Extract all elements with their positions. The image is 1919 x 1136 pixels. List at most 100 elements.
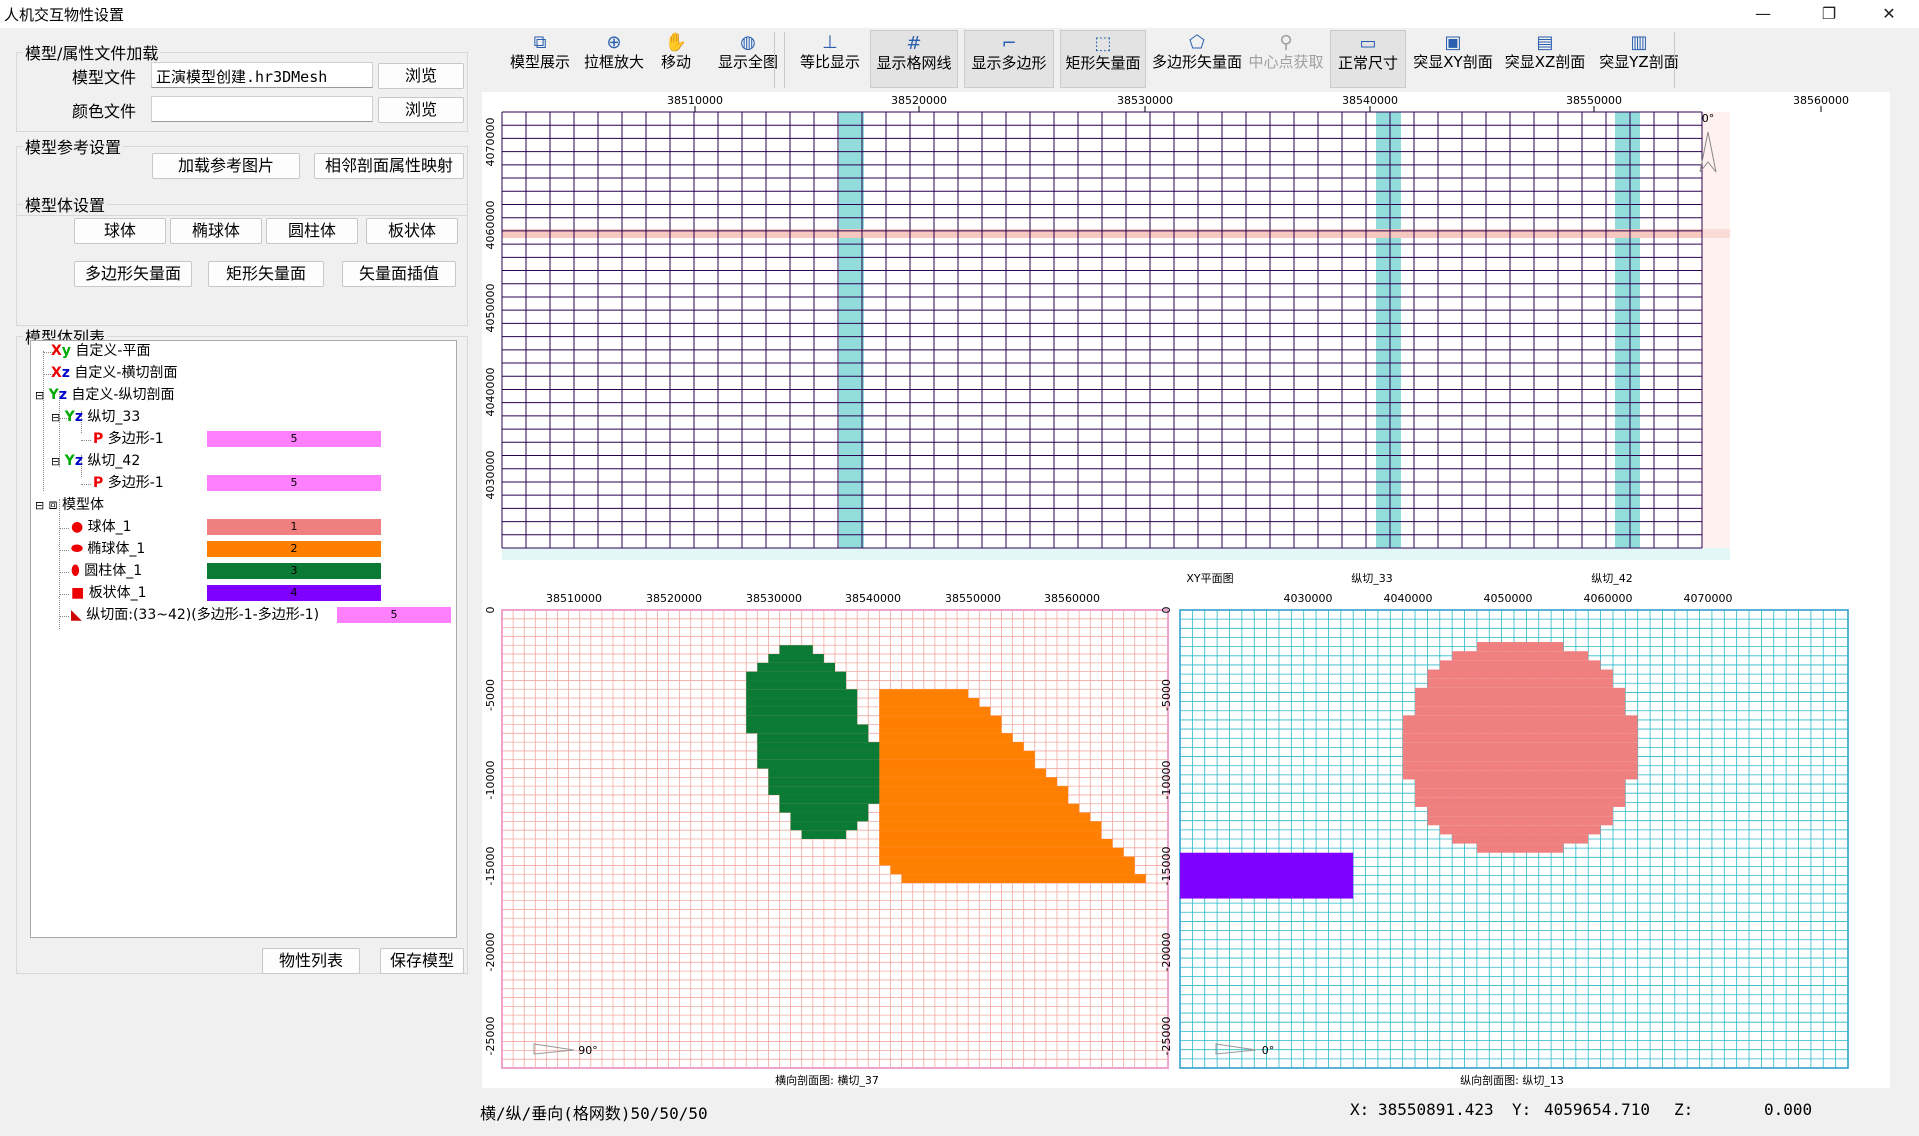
tree-label: 纵切_42 [87,453,141,469]
cylinder-button[interactable]: 圆柱体 [266,218,358,244]
cylinder-section [779,803,869,813]
xy-y-tick: 4070000 [484,118,497,167]
load-reference-image-button[interactable]: 加载参考图片 [152,153,300,179]
sphere-section [1415,788,1626,798]
cylinder-section [757,733,869,743]
sphere-section [1402,742,1638,752]
tree-item-yz33-polygon[interactable]: P 多边形-1 [93,429,164,449]
value-bar-cylinder[interactable]: 3 [207,563,381,579]
save-model-button[interactable]: 保存模型 [380,948,464,974]
tool-polygon-button[interactable]: ⌐ 显示多边形 [964,30,1054,88]
collapse-icon[interactable]: ⊟ [35,499,45,512]
collapse-icon[interactable]: ⊟ [51,455,61,468]
sphere-button[interactable]: 球体 [74,218,166,244]
zoom-icon: ⊕ [606,32,622,53]
yz-z-tick: -5000 [1160,679,1173,711]
polygon-p-icon: P [93,475,104,491]
window-icon: ▭ [1359,33,1377,54]
tool-xy-button[interactable]: ▣ 突显XY剖面 [1412,30,1494,88]
xz-z-tick: -25000 [484,1017,497,1056]
yz-z-tick: -20000 [1160,933,1173,972]
xy-x-tick: 38530000 [1117,94,1173,107]
value-bar-section[interactable]: 5 [337,607,451,623]
tree-item-plate[interactable]: ■ 板状体_1 [71,583,147,603]
xy-x-tick: 38540000 [1342,94,1398,107]
yz-y-tick: 4070000 [1684,592,1733,605]
xz-x-tick: 38560000 [1044,592,1100,605]
tree-item-section-body[interactable]: ◣ 纵切面:(33~42)(多边形-1-多边形-1) [71,605,319,625]
tool-cube-button[interactable]: ⧉ 模型展示 [502,30,578,88]
adjacent-mapping-button[interactable]: 相邻剖面属性映射 [314,153,464,179]
tool-grid-button[interactable]: # 显示格网线 [870,30,958,88]
tool-axis-button[interactable]: ⊥ 等比显示 [794,30,866,88]
tree-item-sphere[interactable]: ● 球体_1 [71,517,132,537]
tool-yz-button[interactable]: ▥ 突显YZ剖面 [1598,30,1680,88]
value-bar-yz42[interactable]: 5 [207,475,381,491]
xz-caption: 横向剖面图: 横切_37 [775,1073,879,1087]
status-bar: 横/纵/垂向(格网数)50/50/50 X: 38550891.423 Y: 4… [0,1096,1919,1126]
tool-label: 模型展示 [509,53,570,71]
ellipsoid-button[interactable]: 椭球体 [170,218,262,244]
sphere-section [1452,834,1589,844]
collapse-icon[interactable]: ⊟ [35,389,45,402]
tree-item-yz-section[interactable]: ⊟ Yz 自定义-纵切剖面 [35,385,174,405]
tree-item-yz33[interactable]: ⊟ Yz 纵切_33 [51,407,140,427]
collapse-icon[interactable]: ⊟ [51,411,61,424]
yz-angle-arrow-icon [1215,1043,1257,1055]
value-bar-sphere[interactable]: 1 [207,519,381,535]
sphere-section [1439,825,1601,835]
xy-y-tick: 4050000 [484,284,497,333]
tool-xz-button[interactable]: ▤ 突显XZ剖面 [1500,30,1590,88]
model-file-field[interactable]: 正演模型创建.hr3DMesh [151,62,373,88]
browse-color-button[interactable]: 浏览 [378,97,464,123]
yz-axis-icon: Yz [64,409,83,425]
tool-poly-cursor-button[interactable]: ⬠ 多边形矢量面 [1150,30,1244,88]
sphere-section [1427,816,1613,826]
tool-globe-button[interactable]: ◍ 显示全图 [706,30,790,88]
polygon-p-icon: P [93,431,104,447]
rect-vector-button[interactable]: 矩形矢量面 [208,261,324,287]
sphere-section [1476,642,1564,652]
tool-zoom-button[interactable]: ⊕ 拉框放大 [582,30,646,88]
tree-item-xy-plane[interactable]: Xy 自定义-平面 [51,341,150,361]
xy-icon: ▣ [1444,32,1462,53]
vector-interp-button[interactable]: 矢量面插值 [342,261,456,287]
yz-axis-icon: Yz [64,453,83,469]
polygon-vector-button[interactable]: 多边形矢量面 [74,261,192,287]
value-bar-ellipsoid[interactable]: 2 [207,541,381,557]
property-list-button[interactable]: 物性列表 [262,948,360,974]
close-button[interactable]: ✕ [1882,4,1896,23]
minimize-button[interactable]: — [1755,4,1771,23]
tool-pin-button[interactable]: ⚲ 中心点获取 [1246,30,1326,88]
tree-label: 纵切_33 [87,409,141,425]
value-bar-yz33[interactable]: 5 [207,431,381,447]
tree-item-yz42-polygon[interactable]: P 多边形-1 [93,473,164,493]
ellipsoid-section [879,706,991,716]
browse-model-button[interactable]: 浏览 [378,63,464,89]
yz-y-tick: 4060000 [1584,592,1633,605]
tool-rect-cursor-button[interactable]: ⬚ 矩形矢量面 [1060,30,1146,88]
cylinder-section [768,654,824,663]
xy-xz-highlight [502,229,1730,238]
tree-label: 自定义-平面 [75,343,151,359]
tree-item-yz42[interactable]: ⊟ Yz 纵切_42 [51,451,140,471]
tree-item-xz-section[interactable]: Xz 自定义-横切剖面 [51,363,177,383]
tool-window-button[interactable]: ▭ 正常尺寸 [1330,30,1406,88]
restore-button[interactable]: ❐ [1821,4,1837,23]
globe-icon: ◍ [740,32,756,53]
yz-axis-icon: Yz [48,387,67,403]
model-tree[interactable]: Xy 自定义-平面 Xz 自定义-横切剖面 ⊟ Yz 自定义-纵切剖面 ⊟ Yz… [30,340,457,938]
tree-item-model[interactable]: ⊟ ⧈ 模型体 [35,495,104,515]
tree-item-cylinder[interactable]: ⬮ 圆柱体_1 [71,561,142,581]
sphere-section [1415,687,1626,698]
value-bar-plate[interactable]: 4 [207,585,381,601]
tree-item-ellipsoid[interactable]: ⬬ 椭球体_1 [71,539,145,559]
ellipsoid-section [879,768,1046,778]
section-views[interactable]: 38510000 38520000 38530000 38540000 38550000… [482,92,1890,1088]
plate-button[interactable]: 板状体 [366,218,458,244]
tool-hand-button[interactable]: ✋ 移动 [650,30,702,88]
view-canvas[interactable]: 38510000 38520000 38530000 38540000 38550000… [482,92,1890,1088]
color-file-field[interactable] [151,96,373,122]
z-coord-label: Z: [1674,1100,1694,1119]
cylinder-section [746,689,858,699]
